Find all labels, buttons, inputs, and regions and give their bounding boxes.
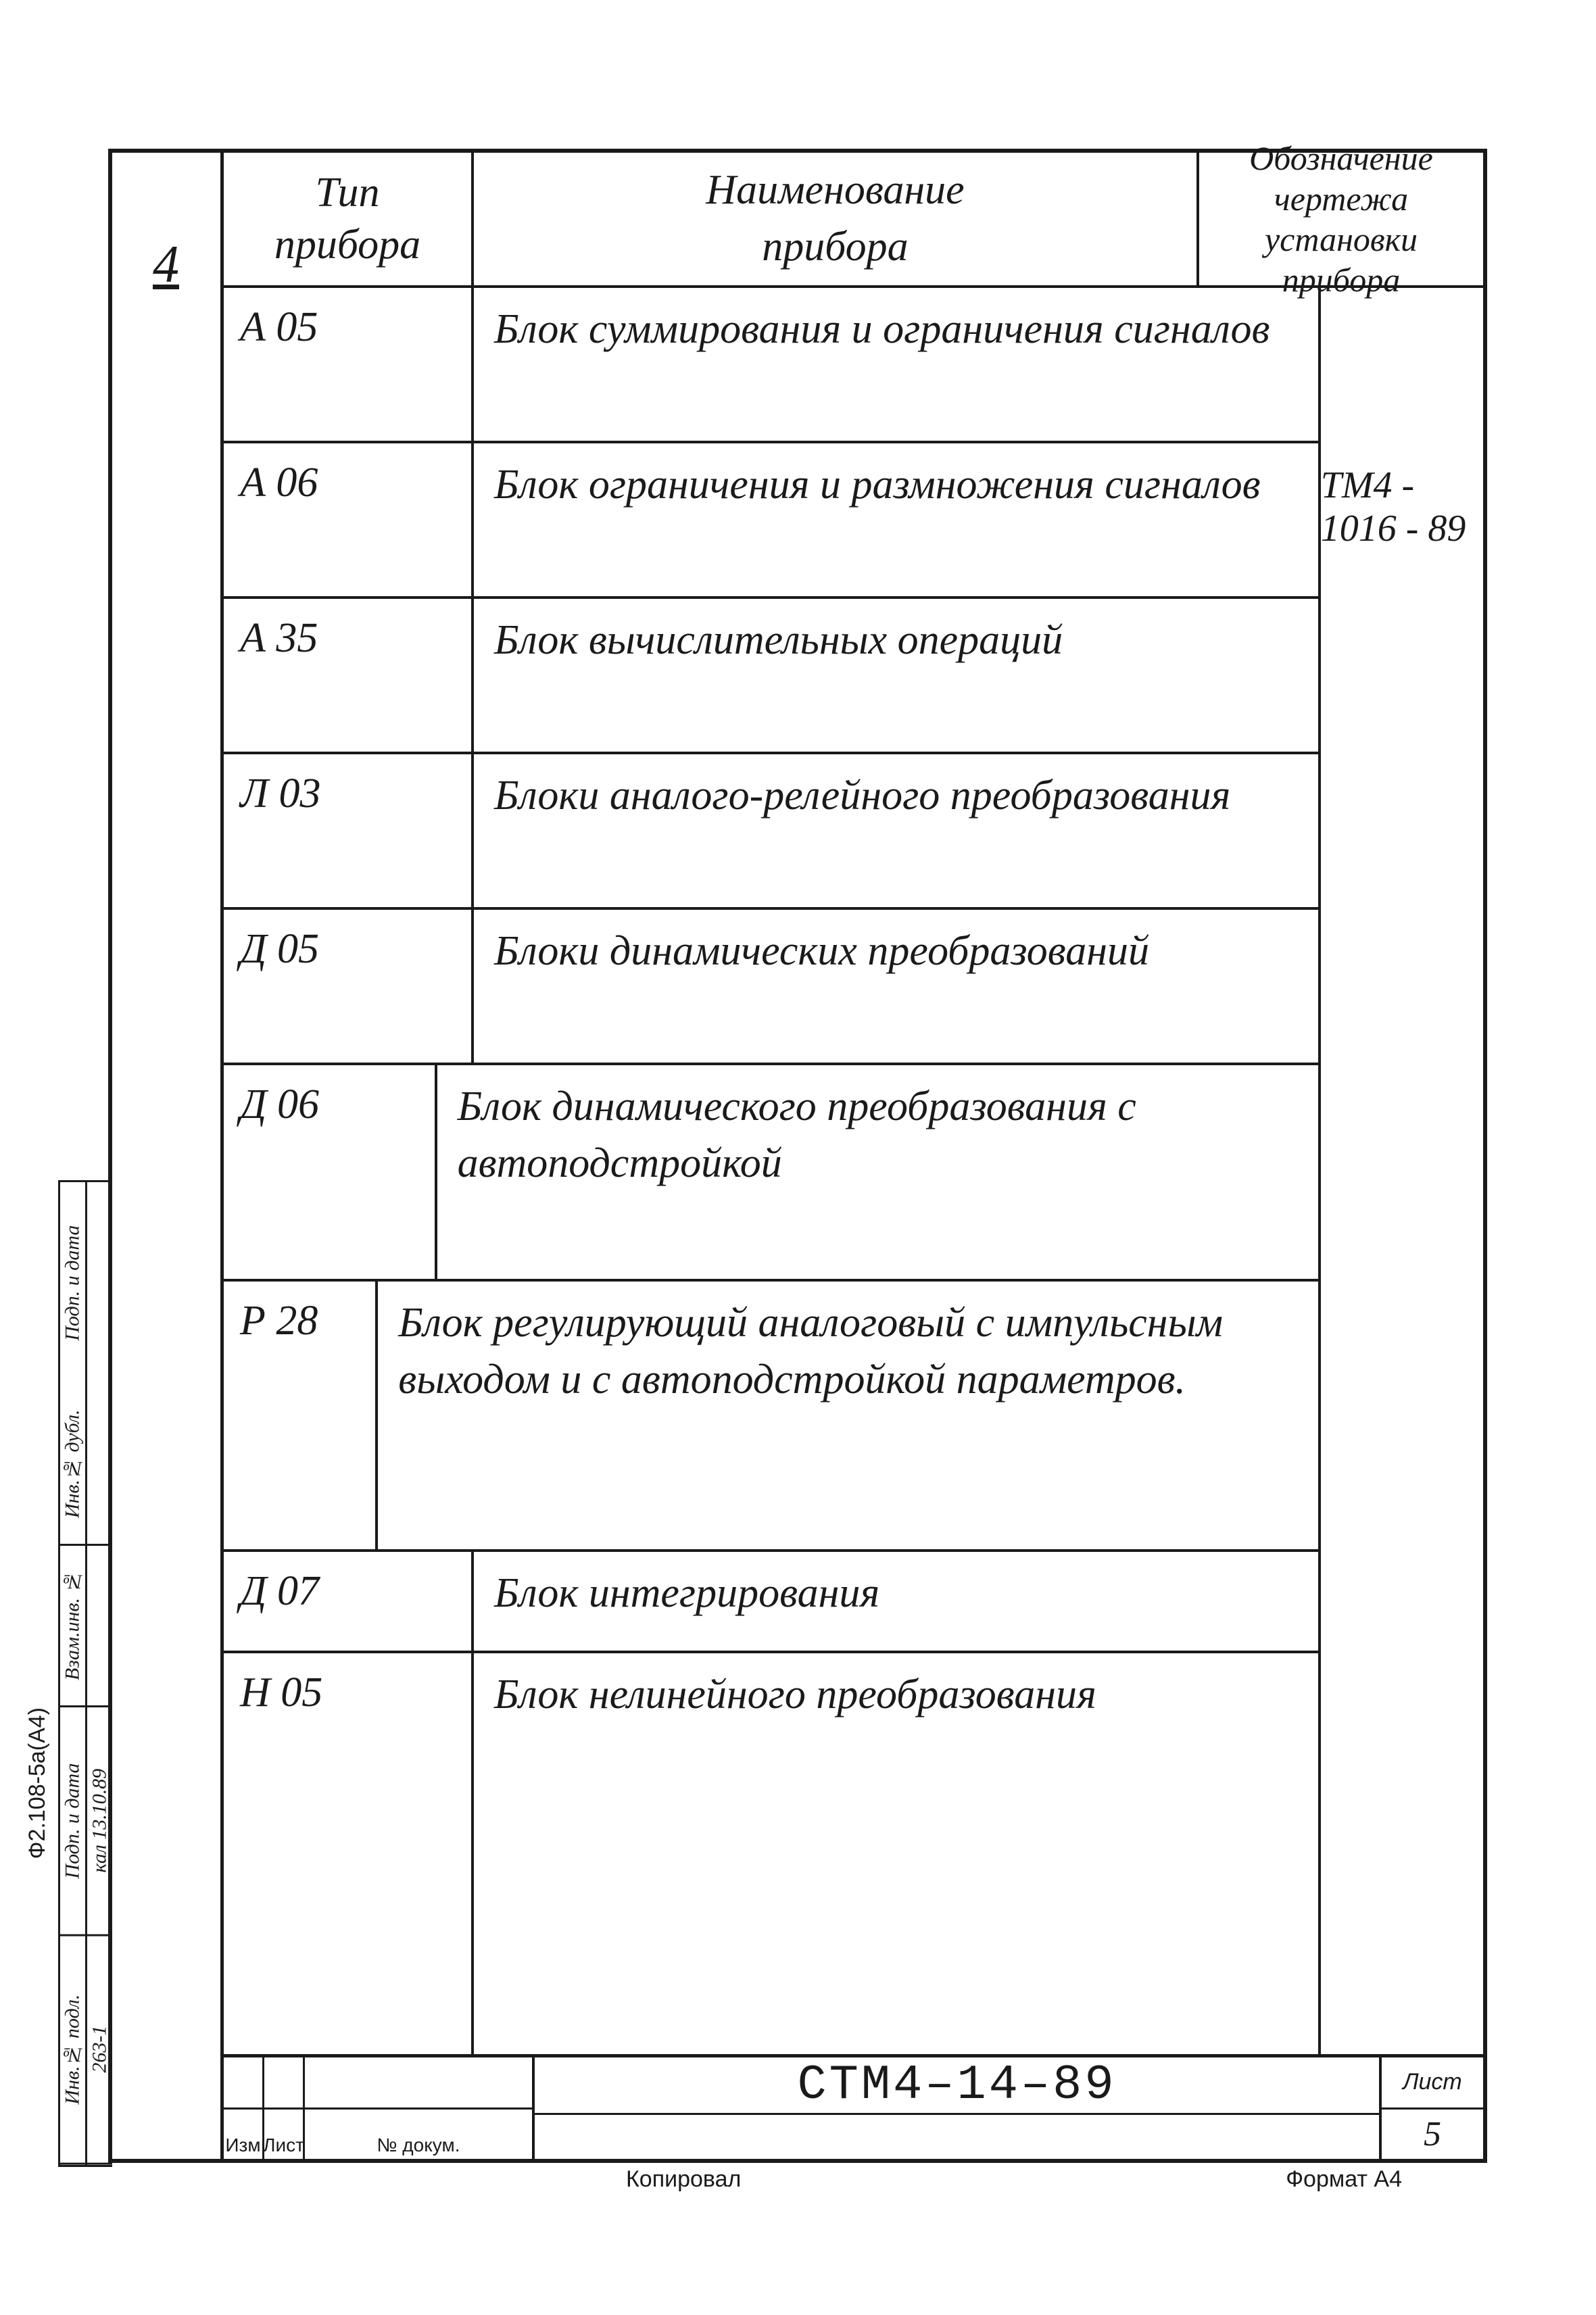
mini-blank-1: [224, 2057, 264, 2107]
header-name: Наименование прибора: [474, 153, 1199, 285]
table-row: Д 05Блоки динамических преобразований: [224, 910, 1318, 1065]
titleblock-left-bottom: ИзмЛист№ докум.: [224, 2110, 532, 2160]
sidebar-value: [87, 1384, 112, 1546]
sidebar-value: кал 13.10.89: [87, 1707, 112, 1936]
cell-type: Н 05: [224, 1653, 474, 2054]
titleblock-middle: СТМ4–14–89: [535, 2057, 1382, 2159]
titleblock-right: Лист 5: [1382, 2057, 1483, 2159]
table-body-left: А 05Блок суммирования и ограничения сигн…: [224, 288, 1321, 2054]
table-row: Р 28Блок регулирующий аналоговый с импул…: [224, 1282, 1318, 1552]
sheet-value: 5: [1382, 2110, 1483, 2160]
titleblock-left-top: [224, 2057, 532, 2110]
cell-type: Д 06: [224, 1065, 437, 1279]
header-designation: Обозначение чертежа установки прибора: [1199, 153, 1483, 285]
sheet-number-top: 4: [153, 234, 179, 295]
titleblock-left: ИзмЛист№ докум.: [224, 2057, 535, 2159]
sheet-label: Лист: [1382, 2057, 1483, 2110]
sidebar-value: [87, 1182, 112, 1384]
sidebar-value: [87, 1546, 112, 1707]
drawing-frame: 4 Ф2.108-5а(А4) Подп. и датаИнв.№ дубл.В…: [108, 149, 1487, 2163]
table-row: Д 07Блок интегрирования: [224, 1552, 1318, 1653]
mini-blank-2: [264, 2057, 305, 2107]
cell-type: А 05: [224, 288, 474, 441]
cell-name: Блок динамического преобразования с авто…: [437, 1065, 1318, 1279]
sidebar-label: Подп. и дата: [60, 1707, 85, 1936]
sidebar-label: Инв.№ дубл.: [60, 1384, 85, 1546]
sidebar-labels-col: Подп. и датаИнв.№ дубл.Взам.инв. №Подп. …: [58, 1180, 85, 2167]
cell-name: Блок ограничения и размножения сигналов: [474, 443, 1318, 596]
table-row: Д 06Блок динамического преобразования с …: [224, 1065, 1318, 1282]
footer-copied: Копировал: [626, 2166, 741, 2193]
sidebar-values-col: кал 13.10.89263-1: [85, 1180, 112, 2167]
signature-sidebar: Подп. и датаИнв.№ дубл.Взам.инв. №Подп. …: [58, 1180, 112, 2167]
cell-name: Блок нелинейного преобразования: [474, 1653, 1318, 2054]
cell-name: Блок регулирующий аналоговый с импульсны…: [378, 1282, 1317, 1549]
sidebar-label: Взам.инв. №: [60, 1546, 85, 1707]
cell-name: Блок интегрирования: [474, 1552, 1318, 1651]
cell-type: Л 03: [224, 754, 474, 907]
mini-blank-3: [305, 2057, 532, 2107]
header-type: Тип прибора: [224, 153, 474, 285]
cell-name: Блоки аналого-релейного преобразования: [474, 754, 1318, 907]
footer-format: Формат А4: [1286, 2166, 1402, 2193]
table-row: А 35Блок вычислительных операций: [224, 599, 1318, 754]
cell-type: Д 05: [224, 910, 474, 1063]
table-row: Л 03Блоки аналого-релейного преобразован…: [224, 754, 1318, 910]
table-row: А 05Блок суммирования и ограничения сигн…: [224, 288, 1318, 443]
title-block: ИзмЛист№ докум. СТМ4–14–89 Лист 5: [220, 2057, 1483, 2159]
cell-type: Р 28: [224, 1282, 378, 1549]
main-table: Тип прибора Наименование прибора Обознач…: [220, 153, 1483, 2057]
cell-type: А 35: [224, 599, 474, 752]
table-row: А 06Блок ограничения и размножения сигна…: [224, 443, 1318, 599]
table-row: Н 05Блок нелинейного преобразования: [224, 1653, 1318, 2054]
cell-name: Блоки динамических преобразований: [474, 910, 1318, 1063]
sidebar-label: Подп. и дата: [60, 1182, 85, 1384]
sidebar-value: 263-1: [87, 1936, 112, 2165]
titleblock-mini-label: Лист: [264, 2110, 305, 2160]
table-body: А 05Блок суммирования и ограничения сигн…: [224, 288, 1483, 2054]
cell-type: А 06: [224, 443, 474, 596]
titleblock-mini-label: № докум.: [305, 2110, 532, 2160]
cell-name: Блок суммирования и ограничения сигналов: [474, 288, 1318, 441]
sidebar-label: Инв.№ подл.: [60, 1936, 85, 2165]
table-header-row: Тип прибора Наименование прибора Обознач…: [224, 153, 1483, 288]
titleblock-mini-label: Изм: [224, 2110, 264, 2160]
cell-type: Д 07: [224, 1552, 474, 1651]
designation-cell: ТМ4 - 1016 - 89: [1321, 288, 1483, 2054]
document-number: СТМ4–14–89: [535, 2057, 1379, 2115]
form-label: Ф2.108-5а(А4): [24, 1707, 51, 1859]
cell-name: Блок вычислительных операций: [474, 599, 1318, 752]
